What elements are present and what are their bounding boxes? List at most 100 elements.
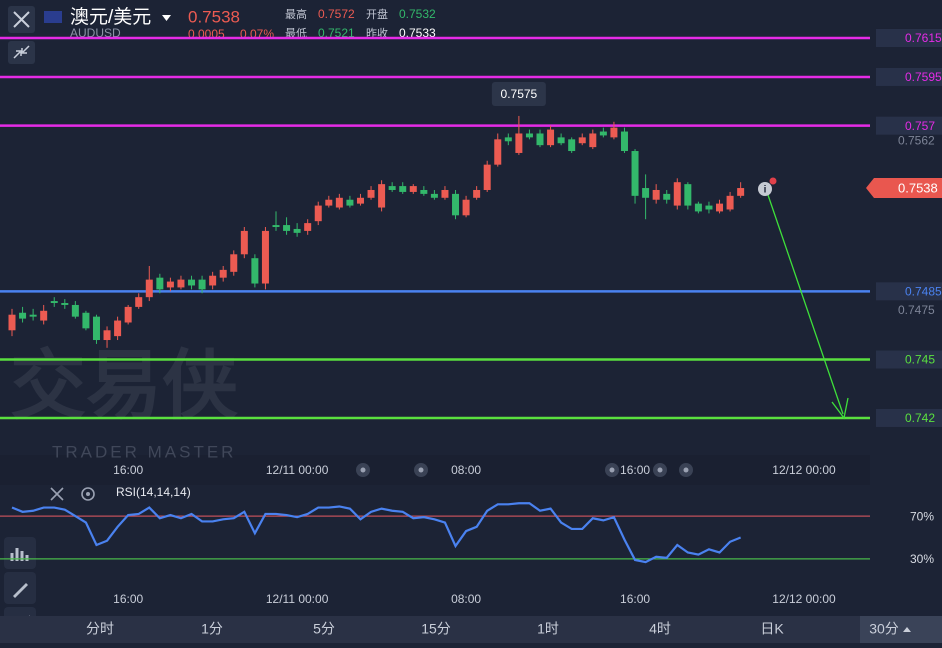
candle-body [356, 197, 364, 204]
y-tick-label: 30% [910, 552, 934, 566]
candle-body [177, 279, 185, 288]
candle-body [82, 312, 90, 329]
candle-body [515, 133, 523, 153]
candle-body [188, 279, 196, 286]
candle-body [494, 139, 502, 165]
candle-body [536, 133, 544, 146]
symbol-code: AUDUSD [70, 26, 121, 40]
last-price-tag [866, 178, 942, 199]
draw-button[interactable] [4, 572, 36, 604]
event-dot [360, 467, 366, 473]
watermark-subtitle: TRADER MASTER [52, 442, 236, 461]
candle-body [61, 303, 69, 305]
candle-body [251, 258, 259, 284]
candle-body [684, 184, 692, 206]
candle-body [335, 197, 343, 208]
candle-body [631, 151, 639, 196]
x-tick-label: 16:00 [113, 463, 143, 477]
candle-body [642, 188, 650, 198]
prev: 0.7533 [399, 26, 436, 40]
tab[interactable]: 15分 [421, 621, 451, 637]
candle-body [578, 137, 586, 144]
rsi-close[interactable] [50, 487, 64, 501]
level-label-box [876, 408, 942, 427]
high: 0.7572 [318, 7, 355, 21]
rsi-settings[interactable] [81, 487, 95, 501]
candle-body [135, 297, 143, 307]
candle-body [610, 127, 618, 138]
y-tick-label: 0.7562 [898, 133, 935, 147]
level-label-box [876, 28, 942, 47]
candle-body [420, 189, 428, 194]
candle-body [504, 137, 512, 142]
tab[interactable]: 日K [760, 621, 784, 637]
candle-body [462, 199, 470, 216]
x-tick-label: 16:00 [620, 592, 650, 606]
draw-icon [13, 583, 28, 598]
symbol-dropdown[interactable] [162, 15, 171, 21]
candle-body [673, 182, 681, 206]
candle-body [156, 277, 164, 290]
candle-body [166, 281, 174, 288]
candle-body [473, 189, 481, 198]
candle-body [240, 230, 248, 255]
tab[interactable]: 1分 [201, 621, 223, 637]
tab[interactable]: 1时 [537, 621, 559, 637]
watermark-title: 交易侠 [10, 344, 239, 429]
tool-button[interactable] [4, 537, 36, 569]
candle-body [103, 330, 111, 341]
tab[interactable]: 分时 [86, 621, 114, 637]
flag [44, 11, 62, 23]
tab-bar [0, 616, 942, 643]
candle-body [663, 193, 671, 200]
candle-body [325, 199, 333, 206]
x-tick-label: 08:00 [451, 463, 481, 477]
x-tick-label: 16:00 [620, 463, 650, 477]
level-label: 0.745 [905, 353, 935, 367]
info-icon[interactable] [758, 182, 772, 196]
tab[interactable]: 4时 [649, 621, 671, 637]
candle-body [272, 225, 280, 228]
forecast-arrow [767, 194, 844, 415]
level-label: 0.7595 [905, 70, 942, 84]
candle-body [589, 133, 597, 148]
candle-body [124, 306, 132, 323]
candle-body [694, 203, 702, 212]
candle-body [230, 254, 238, 272]
tab-active-bg[interactable] [860, 616, 942, 643]
forecast-arrowhead [831, 397, 849, 420]
tab[interactable]: 5分 [313, 621, 335, 637]
x-tick-label: 12/12 00:00 [772, 463, 836, 477]
candle-body [346, 199, 354, 206]
candle-body [399, 186, 407, 192]
open-label: 开盘 [366, 7, 388, 21]
high-label: 最高 [285, 7, 307, 21]
candle-body [314, 205, 322, 222]
tab[interactable]: 30分 [869, 621, 899, 637]
event-dot [683, 467, 689, 473]
candle-body [452, 193, 460, 216]
event-dot [418, 467, 424, 473]
level-label-box [876, 116, 942, 135]
candle-body [557, 137, 565, 144]
candle-body [568, 139, 576, 152]
info-glyph: i [764, 185, 767, 196]
candle-body [409, 186, 417, 192]
rsi-line [11, 502, 742, 564]
event-dot [657, 467, 663, 473]
candle-body [40, 310, 48, 321]
candle-body [145, 279, 153, 298]
level-label-box [876, 282, 942, 301]
x-tick-label: 12/12 00:00 [772, 592, 836, 606]
y-tick-label: 70% [910, 509, 934, 523]
level-label: 0.757 [905, 119, 935, 133]
candle-body [114, 320, 122, 337]
candle-body [483, 164, 491, 190]
candle-body [716, 203, 724, 212]
candle-body [71, 304, 79, 317]
candle-body [50, 301, 58, 304]
candle-body [304, 223, 312, 231]
symbol[interactable]: 澳元/美元 [70, 6, 151, 28]
